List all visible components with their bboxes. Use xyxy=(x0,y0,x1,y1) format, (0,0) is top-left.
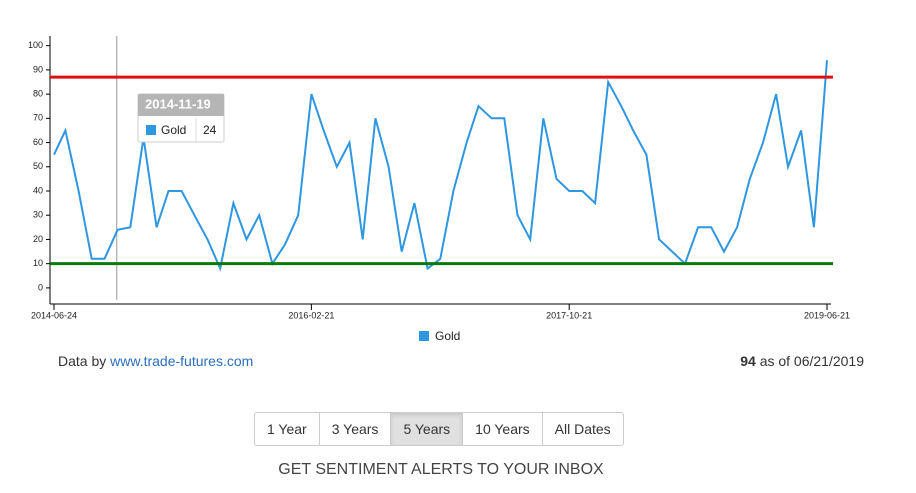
x-tick-label: 2017-10-21 xyxy=(546,310,592,320)
source-link[interactable]: www.trade-futures.com xyxy=(110,353,254,369)
y-tick-label: 30 xyxy=(33,210,43,220)
y-tick-label: 10 xyxy=(33,258,43,268)
x-tick-label: 2016-02-21 xyxy=(288,310,334,320)
range-button[interactable]: 1 Year xyxy=(254,412,320,446)
footer: Data by www.trade-futures.com 94 as of 0… xyxy=(58,353,864,369)
tooltip-series: Gold xyxy=(161,123,186,137)
source: Data by www.trade-futures.com xyxy=(58,353,253,369)
tooltip-date: 2014-11-19 xyxy=(145,96,211,111)
y-tick-label: 90 xyxy=(33,64,43,74)
latest: 94 as of 06/21/2019 xyxy=(740,353,864,369)
y-tick-label: 60 xyxy=(33,137,43,147)
series-line xyxy=(53,60,828,272)
source-prefix: Data by xyxy=(58,353,107,369)
chart: 0 10 20 30 40 50 60 70 80 90 100 2014-06-24 2016-02-… xyxy=(28,36,850,343)
y-tick-label: 100 xyxy=(28,40,43,50)
range-button[interactable]: All Dates xyxy=(541,412,624,446)
range-button[interactable]: 10 Years xyxy=(462,412,543,446)
x-tick-label: 2014-06-24 xyxy=(31,310,77,320)
x-tick-label: 2019-06-21 xyxy=(804,310,850,320)
legend-swatch xyxy=(419,331,429,341)
tooltip-value: 24 xyxy=(203,123,217,137)
tooltip-swatch xyxy=(146,125,156,135)
range-buttons: 1 Year 3 Years 5 Years 10 Years All Dates xyxy=(254,412,624,446)
y-tick-label: 70 xyxy=(33,113,43,123)
latest-value: 94 xyxy=(740,353,756,369)
tooltip-header xyxy=(138,94,224,116)
tooltip: 2014-11-19 Gold 24 xyxy=(137,93,225,143)
y-tick-label: 80 xyxy=(33,89,43,99)
as-of: as of 06/21/2019 xyxy=(759,353,864,369)
cta[interactable]: GET SENTIMENT ALERTS TO YOUR INBOX xyxy=(278,461,604,478)
y-tick-label: 0 xyxy=(38,282,43,292)
y-tick-label: 40 xyxy=(33,185,43,195)
range-button[interactable]: 5 Years xyxy=(390,412,464,446)
legend-label: Gold xyxy=(435,329,460,343)
range-button[interactable]: 3 Years xyxy=(318,412,392,446)
y-tick-label: 20 xyxy=(33,234,43,244)
y-tick-label: 50 xyxy=(33,161,43,171)
